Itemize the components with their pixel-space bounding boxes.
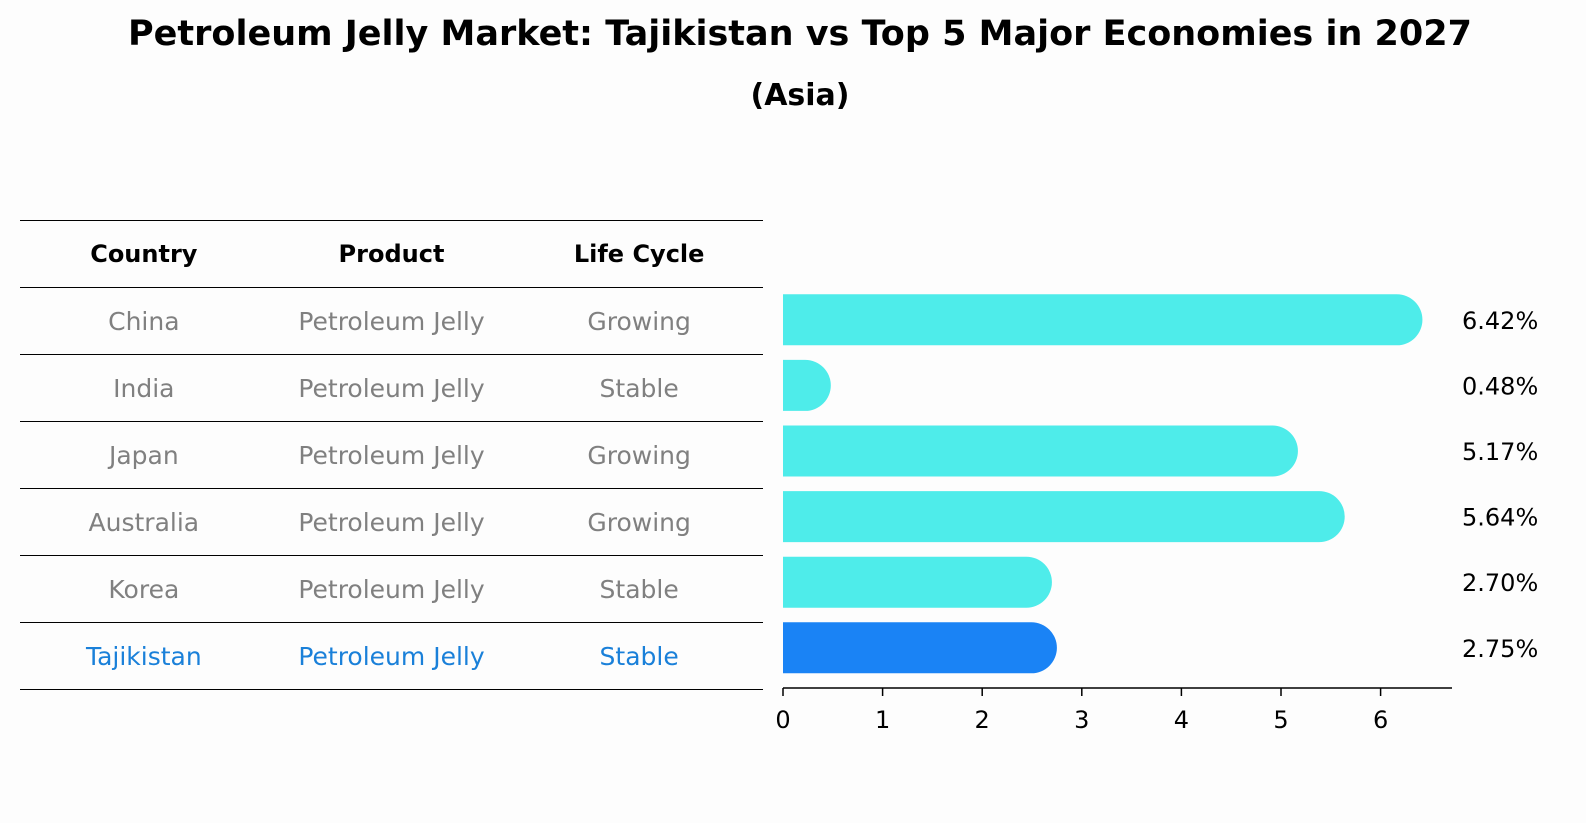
x-tick-label-2: 2 — [975, 706, 990, 734]
cell-life-cycle: Growing — [587, 440, 691, 470]
cell-life-cycle: Stable — [599, 373, 679, 403]
cell-life-cycle: Growing — [587, 507, 691, 537]
x-tick-label-3: 3 — [1074, 706, 1089, 734]
bar-japan — [783, 425, 1298, 477]
cell-product: Petroleum Jelly — [298, 306, 485, 336]
cell-product: Petroleum Jelly — [298, 373, 485, 403]
data-label-tajikistan: 2.75% — [1462, 635, 1538, 663]
header-product: Product — [338, 240, 445, 268]
table-row: Korea Petroleum Jelly Stable — [20, 555, 763, 622]
chart-subtitle: (Asia) — [750, 78, 850, 113]
bar-china — [783, 294, 1423, 346]
table-row: Japan Petroleum Jelly Growing — [20, 421, 763, 488]
cell-country: India — [113, 373, 175, 403]
cell-country: Australia — [88, 507, 200, 537]
x-tick-label-6: 6 — [1373, 706, 1388, 734]
bar-korea — [783, 556, 1052, 608]
x-tick-label-5: 5 — [1273, 706, 1288, 734]
bar-india — [783, 359, 831, 411]
x-tick-label-0: 0 — [775, 706, 790, 734]
table-header-row: Country Product Life Cycle — [20, 220, 763, 287]
cell-product: Petroleum Jelly — [298, 440, 485, 470]
cell-life-cycle: Stable — [599, 574, 679, 604]
cell-life-cycle: Stable — [599, 641, 679, 671]
table-row-highlight: Tajikistan Petroleum Jelly Stable — [20, 622, 763, 690]
cell-country: Korea — [108, 574, 180, 604]
bar-tajikistan — [783, 622, 1057, 674]
table-row: China Petroleum Jelly Growing — [20, 287, 763, 354]
data-label-japan: 5.17% — [1462, 438, 1538, 466]
table-row: India Petroleum Jelly Stable — [20, 354, 763, 421]
x-tick-label-1: 1 — [875, 706, 890, 734]
header-life-cycle: Life Cycle — [573, 240, 705, 268]
x-tick-label-4: 4 — [1174, 706, 1189, 734]
data-label-korea: 2.70% — [1462, 569, 1538, 597]
chart-title: Petroleum Jelly Market: Tajikistan vs To… — [128, 14, 1472, 54]
cell-product: Petroleum Jelly — [298, 641, 485, 671]
cell-life-cycle: Growing — [587, 306, 691, 336]
header-country: Country — [90, 240, 198, 268]
country-table: Country Product Life Cycle China Petrole… — [20, 220, 763, 690]
data-label-australia: 5.64% — [1462, 504, 1538, 532]
cell-product: Petroleum Jelly — [298, 507, 485, 537]
cell-country: Japan — [108, 440, 179, 470]
cell-product: Petroleum Jelly — [298, 574, 485, 604]
bar-australia — [783, 491, 1345, 543]
cell-country: Tajikistan — [85, 641, 202, 671]
data-label-china: 6.42% — [1462, 307, 1538, 335]
table-row: Australia Petroleum Jelly Growing — [20, 488, 763, 555]
cell-country: China — [108, 306, 180, 336]
data-label-india: 0.48% — [1462, 372, 1538, 400]
